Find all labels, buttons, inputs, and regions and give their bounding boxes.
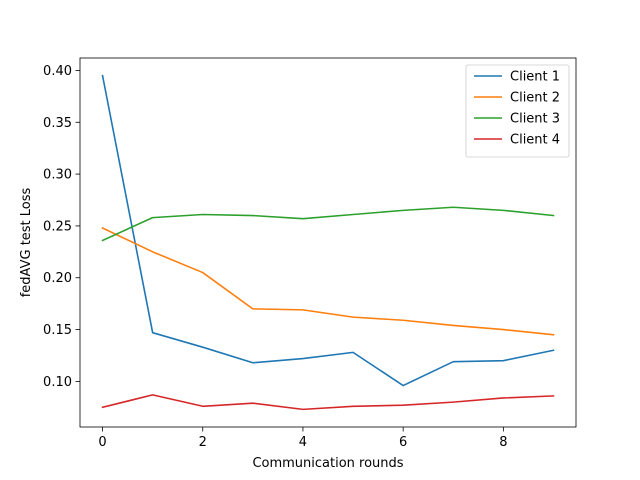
legend: Client 1 Client 2 Client 3 Client 4 — [465, 64, 570, 158]
y-axis-title: fedAVG test Loss — [19, 187, 34, 297]
y-tick-label: 0.30 — [43, 168, 72, 183]
y-tick-label: 0.40 — [43, 64, 72, 79]
series-line-client-3 — [101, 206, 555, 242]
x-tick-label: 6 — [399, 435, 407, 450]
series-line-client-2 — [101, 226, 555, 336]
legend-label-client-4: Client 4 — [510, 133, 560, 148]
legend-label-client-3: Client 3 — [510, 112, 560, 127]
x-axis: 0 2 4 6 8 — [98, 427, 507, 450]
y-tick-label: 0.20 — [43, 271, 72, 286]
x-tick-label: 2 — [199, 435, 207, 450]
legend-label-client-2: Client 2 — [510, 91, 560, 106]
series-layer — [101, 74, 555, 411]
plot-frame — [79, 57, 577, 428]
y-tick-label: 0.25 — [43, 219, 72, 234]
x-tick-label: 8 — [499, 435, 507, 450]
x-tick-label: 0 — [98, 435, 106, 450]
plot-area — [79, 57, 577, 428]
y-tick-label: 0.15 — [43, 323, 72, 338]
legend-box — [465, 64, 570, 158]
legend-label-client-1: Client 1 — [510, 70, 560, 85]
x-axis-title: Communication rounds — [252, 456, 403, 471]
y-tick-label: 0.35 — [43, 116, 72, 131]
series-line-client-1 — [101, 74, 555, 387]
x-tick-label: 4 — [299, 435, 307, 450]
y-tick-label: 0.10 — [43, 375, 72, 390]
y-axis: 0.10 0.15 0.20 0.25 0.30 0.35 0.40 — [43, 64, 80, 390]
series-line-client-4 — [101, 394, 555, 411]
